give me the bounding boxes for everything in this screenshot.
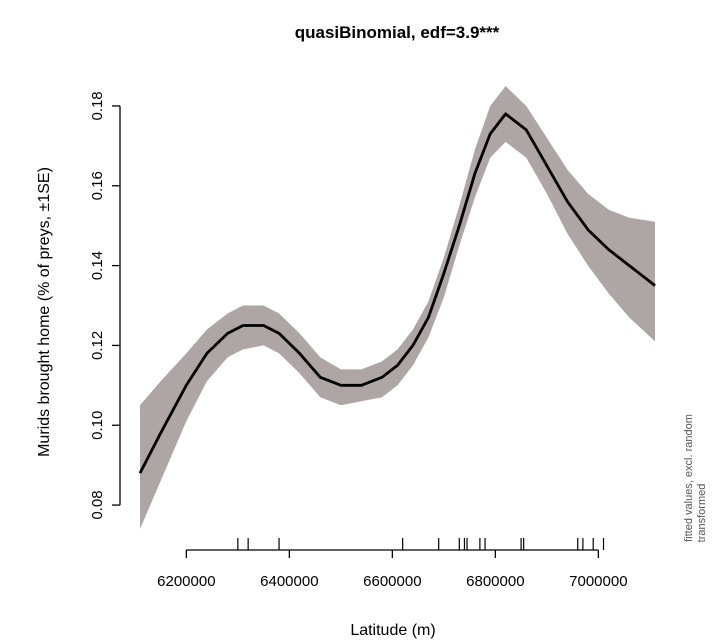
confidence-band-layer — [140, 86, 655, 529]
x-tick-label: 6400000 — [260, 573, 318, 590]
side-note-line2: transformed — [696, 484, 708, 543]
fit-line — [138, 112, 656, 474]
x-tick-label: 7000000 — [569, 573, 627, 590]
y-tick-label: 0.18 — [89, 91, 106, 120]
y-tick-label: 0.12 — [89, 331, 106, 360]
y-axis-label: Murids brought home (% of preys, ±1SE) — [36, 167, 53, 457]
x-tick-label: 6200000 — [157, 573, 215, 590]
y-axis: 0.08 0.10 0.12 0.14 0.16 0.18 — [89, 91, 121, 520]
fit-line-layer — [138, 112, 656, 474]
y-tick-label: 0.08 — [89, 490, 106, 519]
rug-layer — [237, 538, 605, 550]
confidence-band — [140, 86, 655, 529]
x-tick-label: 6600000 — [363, 573, 421, 590]
x-tick-label: 6800000 — [466, 573, 524, 590]
side-note-line1: fitted values, excl. random — [683, 414, 695, 542]
y-tick-label: 0.10 — [89, 411, 106, 440]
y-tick-label: 0.16 — [89, 171, 106, 200]
chart-title: quasiBinomial, edf=3.9*** — [295, 23, 500, 42]
y-tick-label: 0.14 — [89, 251, 106, 280]
x-axis-label: Latitude (m) — [350, 622, 435, 639]
x-axis: 6200000 6400000 6600000 6800000 7000000 — [157, 549, 628, 590]
